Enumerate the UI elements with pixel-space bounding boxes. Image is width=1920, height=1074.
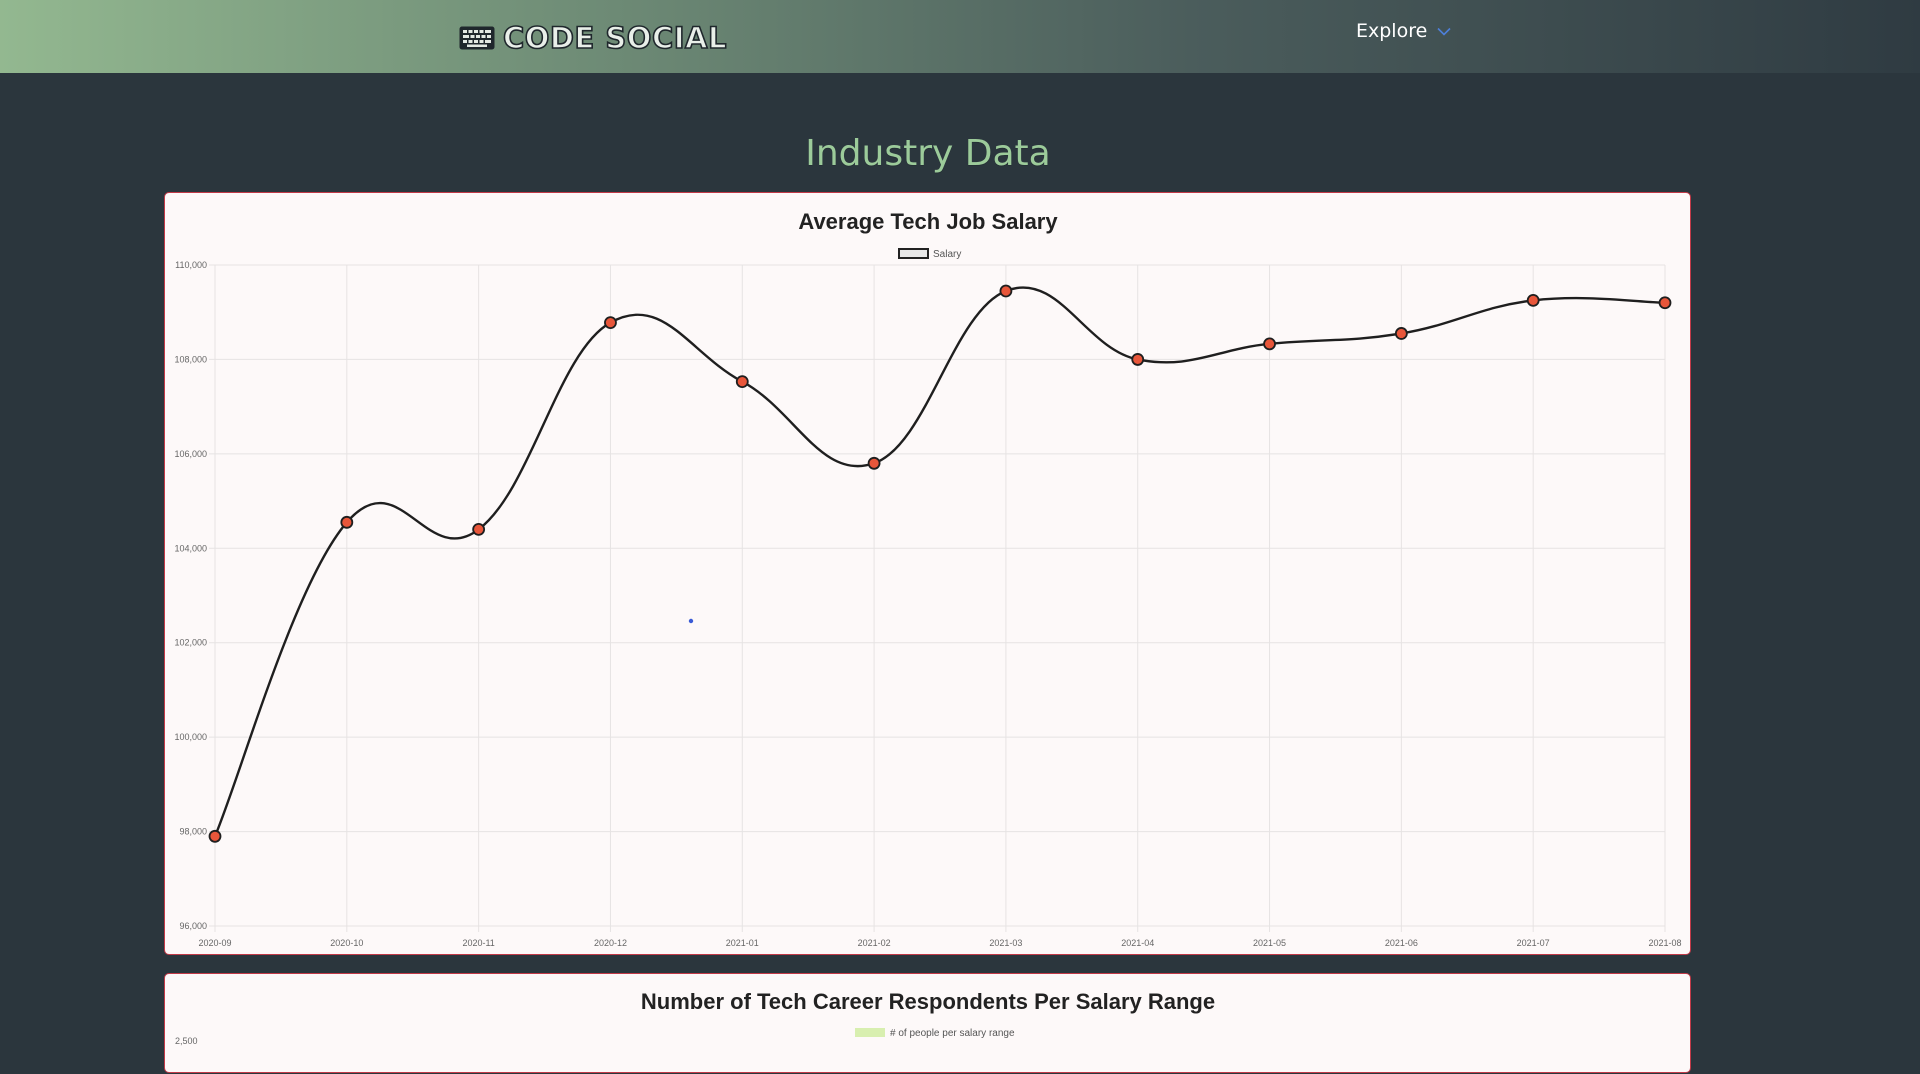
data-point[interactable]	[604, 316, 617, 330]
data-point[interactable]	[999, 284, 1013, 298]
x-tick-label: 2020-12	[594, 938, 627, 948]
explore-label: Explore	[1356, 20, 1428, 42]
data-point[interactable]	[1131, 353, 1145, 366]
x-tick-label: 2021-07	[1517, 938, 1550, 948]
y-tick-label: 2,500	[175, 1036, 198, 1046]
brand-logo[interactable]: CODE SOCIAL	[459, 20, 727, 56]
salary-range-chart-card: Number of Tech Career Respondents Per Sa…	[164, 973, 1691, 1073]
x-tick-label: 2020-09	[198, 938, 231, 948]
chart-legend[interactable]: # of people per salary range	[855, 1028, 1015, 1039]
y-tick-label: 110,000	[175, 260, 207, 270]
x-tick-label: 2021-02	[858, 938, 891, 948]
legend-swatch	[855, 1028, 885, 1037]
data-point[interactable]	[1263, 337, 1276, 351]
salary-chart-card: Average Tech Job Salary Salary 110,000 10…	[164, 192, 1691, 955]
x-tick-label: 2021-01	[726, 938, 759, 948]
x-tick-label: 2021-06	[1385, 938, 1418, 948]
legend-label: # of people per salary range	[890, 1028, 1015, 1039]
chevron-down-icon	[1437, 27, 1451, 36]
page-title: Industry Data	[805, 133, 1051, 174]
chart-legend[interactable]: Salary	[898, 248, 961, 260]
data-point[interactable]	[1394, 327, 1408, 340]
navbar: CODE SOCIAL Explore	[0, 0, 1920, 73]
y-tick-label: 102,000	[174, 638, 207, 648]
chart-title: Number of Tech Career Respondents Per Sa…	[641, 989, 1215, 1014]
y-tick-label: 106,000	[174, 449, 207, 459]
data-point[interactable]	[340, 515, 354, 529]
data-point[interactable]	[867, 456, 881, 470]
x-tick-label: 2021-03	[989, 938, 1022, 948]
salary-range-bar-chart: Number of Tech Career Respondents Per Sa…	[175, 989, 1215, 1046]
y-tick-label: 98,000	[179, 827, 207, 837]
legend-label: Salary	[933, 249, 961, 260]
y-tick-label: 100,000	[174, 732, 207, 742]
data-point[interactable]	[1658, 296, 1672, 310]
x-tick-label: 2021-04	[1121, 938, 1154, 948]
data-point[interactable]	[472, 522, 486, 536]
series-line-salary	[213, 286, 1666, 837]
y-tick-label: 104,000	[174, 543, 207, 553]
x-tick-label: 2021-05	[1253, 938, 1286, 948]
data-point[interactable]	[208, 829, 222, 843]
chart-grid	[209, 264, 1666, 932]
brand-name: CODE SOCIAL	[502, 20, 727, 56]
cursor-dot	[688, 618, 694, 624]
x-tick-label: 2020-11	[462, 938, 494, 948]
x-axis-ticks: 2020-09 2020-10 2020-11 2020-12 2021-01 2021-…	[198, 938, 1681, 948]
salary-line-chart: Average Tech Job Salary Salary 110,000 10…	[174, 209, 1681, 948]
data-points	[208, 284, 1672, 843]
x-tick-label: 2020-10	[330, 938, 363, 948]
data-point[interactable]	[1526, 294, 1540, 307]
y-axis-ticks: 110,000 108,000 106,000 104,000 102,000 100,0…	[174, 260, 207, 931]
data-point[interactable]	[735, 375, 749, 389]
y-tick-label: 108,000	[174, 354, 207, 364]
keyboard-icon	[459, 26, 495, 50]
y-tick-label: 96,000	[179, 921, 207, 931]
x-tick-label: 2021-08	[1648, 938, 1681, 948]
chart-title: Average Tech Job Salary	[798, 209, 1058, 234]
legend-swatch	[898, 248, 929, 259]
explore-menu[interactable]: Explore	[1356, 18, 1451, 44]
